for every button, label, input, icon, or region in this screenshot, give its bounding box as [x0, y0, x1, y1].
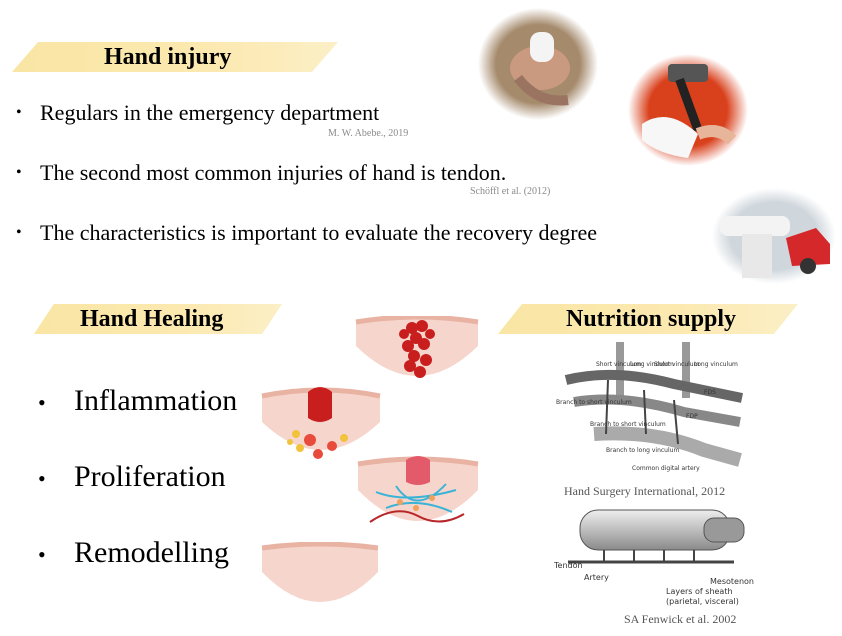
- hammer-injury-photo: [628, 54, 748, 166]
- wound-proliferation-illustration: [357, 456, 479, 523]
- diagram-label: Long vinculum: [630, 361, 674, 368]
- stage-proliferation: Proliferation: [74, 460, 226, 493]
- tendon-vincula-diagram: Short vinculum Long vinculum Short vincu…: [556, 342, 744, 472]
- diagram-label: Artery: [584, 573, 609, 582]
- arm-cast-car-photo: [712, 188, 836, 284]
- hand-injury-banner: [12, 42, 338, 72]
- diagram-label: FDS: [704, 389, 716, 396]
- wound-clot-illustration: [355, 316, 479, 378]
- stage-inflammation: Inflammation: [74, 384, 238, 417]
- wound-remodelling-illustration: [261, 542, 379, 602]
- diagram-label: Layers of sheath: [666, 587, 733, 596]
- bullet-dot: •: [38, 390, 46, 415]
- diagram-label: Short vinculum: [596, 361, 642, 368]
- hand-healing-banner: [34, 304, 282, 334]
- diagram-label: Common digital artery: [632, 465, 700, 472]
- hand-healing-title: Hand Healing: [80, 306, 224, 332]
- figure1-caption: Hand Surgery International, 2012: [564, 484, 726, 498]
- hand-injury-title: Hand injury: [104, 44, 232, 70]
- bullet-dot: •: [16, 164, 22, 181]
- diagram-label: Branch to short vinculum: [556, 399, 632, 406]
- diagram-label: Branch to long vinculum: [606, 447, 679, 454]
- nutrition-supply-title: Nutrition supply: [566, 306, 737, 332]
- injury-bullet-3: The characteristics is important to eval…: [40, 220, 598, 245]
- diagram-label: Long vinculum: [694, 361, 738, 368]
- diagram-label: (parietal, visceral): [666, 597, 739, 606]
- wound-inflammation-illustration: [261, 387, 381, 459]
- tendon-sheath-diagram: Tendon Artery Layers of sheath (parietal…: [554, 509, 754, 606]
- citation-schoffl: Schöffl et al. (2012): [470, 186, 551, 197]
- nutrition-supply-banner: [498, 304, 798, 334]
- diagram-label: FDP: [686, 413, 698, 420]
- diagram-label: Short vinculum: [654, 361, 700, 368]
- bullet-dot: •: [16, 104, 22, 121]
- injury-bullet-1: Regulars in the emergency department: [40, 100, 380, 125]
- stage-remodelling: Remodelling: [74, 536, 229, 569]
- diagram-label: Tendon: [554, 561, 583, 570]
- diagram-label: Branch to short vinculum: [590, 421, 666, 428]
- bullet-dot: •: [38, 542, 46, 567]
- bullet-dot: •: [38, 466, 46, 491]
- injury-bullet-2: The second most common injuries of hand …: [40, 160, 507, 185]
- figure2-caption: SA Fenwick et al. 2002: [624, 612, 737, 626]
- climbing-hand-photo: [478, 8, 598, 120]
- bullet-dot: •: [16, 224, 22, 241]
- citation-abebe: M. W. Abebe., 2019: [328, 128, 409, 139]
- diagram-label: Mesotenon: [710, 577, 754, 586]
